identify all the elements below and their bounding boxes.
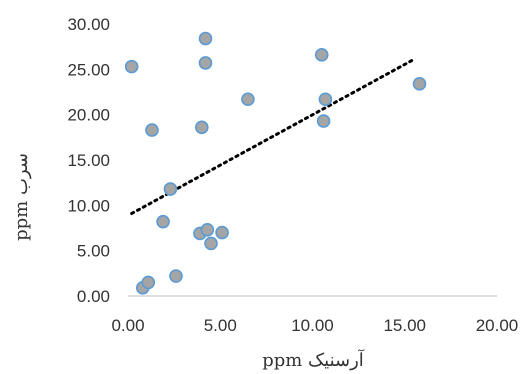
y-tick-label: 5.00	[77, 242, 110, 261]
x-tick-label: 20.00	[476, 316, 519, 335]
data-point	[198, 31, 213, 46]
x-axis-tick-labels: 0.00 5.00 10.00 15.00 20.00	[111, 316, 518, 335]
y-tick-label: 30.00	[67, 15, 110, 34]
x-tick-label: 10.00	[291, 316, 334, 335]
data-point	[141, 275, 156, 290]
data-point	[145, 123, 159, 137]
y-axis-tick-labels: 0.00 5.00 10.00 15.00 20.00 25.00 30.00	[67, 15, 110, 306]
data-point	[318, 92, 333, 107]
trendline	[130, 57, 416, 215]
x-tick-label: 15.00	[383, 316, 426, 335]
data-point	[204, 236, 218, 251]
data-point	[195, 120, 209, 135]
data-point	[198, 56, 213, 70]
data-point	[169, 269, 183, 283]
x-tick-label: 0.00	[111, 316, 144, 335]
x-axis-title: آرسنیک ppm	[262, 349, 365, 371]
data-point	[200, 223, 215, 237]
data-point	[412, 77, 427, 91]
x-tick-label: 5.00	[204, 316, 237, 335]
data-point	[215, 225, 229, 240]
y-tick-label: 25.00	[67, 60, 110, 79]
data-point	[124, 59, 139, 74]
data-point	[156, 214, 170, 229]
data-point	[163, 182, 178, 196]
y-tick-label: 0.00	[77, 287, 110, 306]
y-tick-label: 15.00	[67, 151, 110, 170]
y-axis-title: سرب ppm	[11, 153, 32, 241]
data-point	[241, 92, 255, 107]
data-point	[314, 48, 329, 62]
data-points	[124, 31, 427, 295]
y-tick-label: 20.00	[67, 106, 110, 125]
data-point	[316, 114, 331, 128]
y-tick-label: 10.00	[67, 196, 110, 215]
